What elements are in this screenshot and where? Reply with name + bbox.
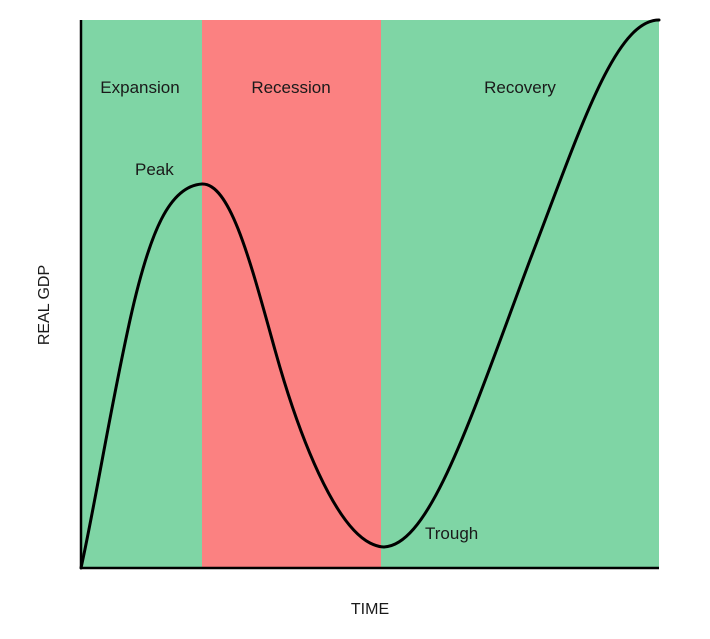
y-axis-label: REAL GDP bbox=[36, 265, 53, 345]
peak-label: Peak bbox=[135, 160, 174, 179]
recovery-band bbox=[381, 20, 659, 568]
recession-band bbox=[202, 20, 381, 568]
recovery-label: Recovery bbox=[484, 78, 556, 97]
recession-label: Recession bbox=[251, 78, 330, 97]
expansion-label: Expansion bbox=[100, 78, 179, 97]
expansion-band bbox=[81, 20, 202, 568]
gdp-curve bbox=[79, 18, 661, 570]
x-axis-label: TIME bbox=[351, 601, 389, 618]
trough-label: Trough bbox=[425, 524, 478, 543]
